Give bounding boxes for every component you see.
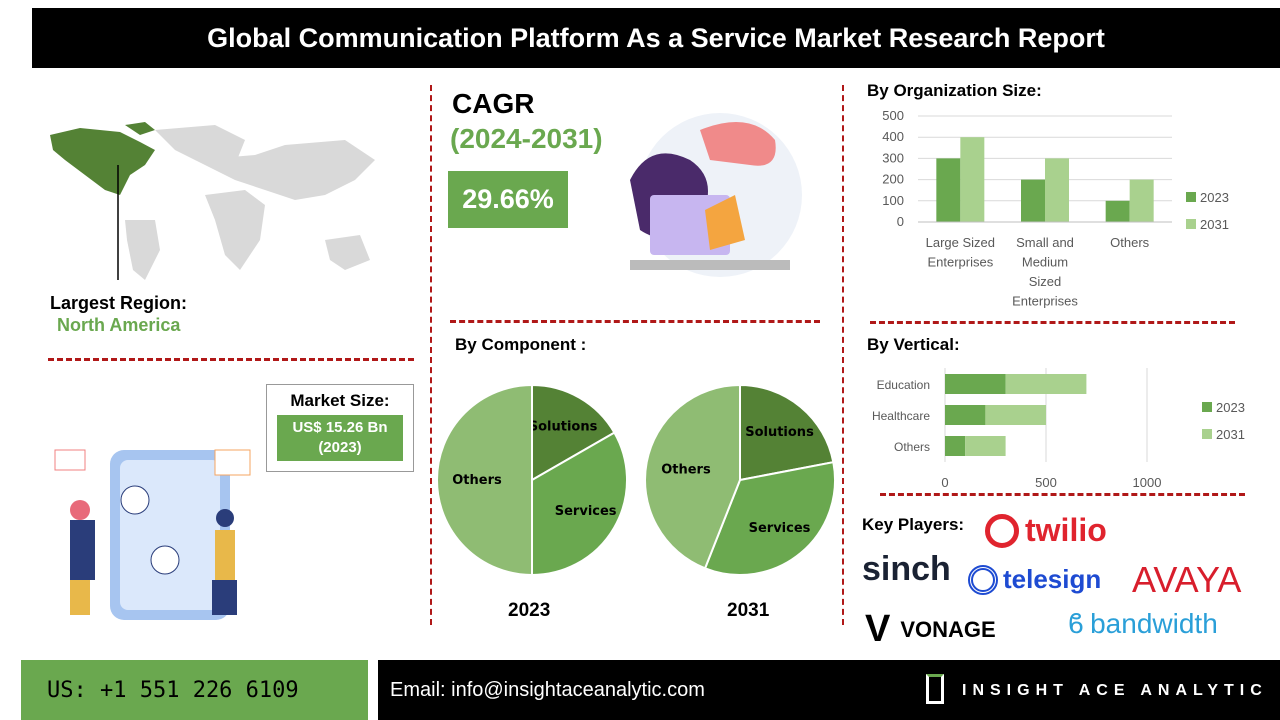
world-map bbox=[50, 122, 375, 280]
legend-label: 2031 bbox=[1216, 427, 1245, 442]
twilio-logo: twilio bbox=[985, 512, 1107, 549]
bar-2023 bbox=[936, 158, 961, 222]
x-tick-label: Medium bbox=[1022, 255, 1068, 270]
org-size-title: By Organization Size: bbox=[867, 81, 1042, 100]
y-tick-label: 500 bbox=[882, 108, 904, 123]
pie-2023-label: 2023 bbox=[508, 600, 551, 621]
cagr-period: (2024-2031) bbox=[450, 123, 603, 154]
report-title: Global Communication Platform As a Servi… bbox=[32, 8, 1280, 68]
pie-label: Solutions bbox=[745, 425, 814, 440]
x-tick-label: Enterprises bbox=[927, 255, 993, 270]
legend-swatch bbox=[1202, 429, 1212, 439]
communication-illustration bbox=[54, 449, 251, 620]
x-tick-label: Others bbox=[1110, 235, 1150, 250]
divider bbox=[450, 320, 820, 323]
y-tick-label: 0 bbox=[897, 214, 904, 229]
vertical-title: By Vertical: bbox=[867, 335, 960, 354]
bar-2031 bbox=[1005, 374, 1087, 394]
divider bbox=[430, 85, 432, 625]
bar-2023 bbox=[945, 405, 986, 425]
pie-2031-label: 2031 bbox=[727, 600, 770, 621]
divider bbox=[880, 493, 1245, 496]
divider bbox=[842, 85, 844, 625]
bar-2023 bbox=[945, 374, 1006, 394]
x-tick-label: 500 bbox=[1035, 475, 1057, 490]
pie-slice-solutions bbox=[739, 383, 835, 482]
x-tick-label: Enterprises bbox=[1012, 294, 1078, 309]
y-tick-label: 100 bbox=[882, 193, 904, 208]
bar-2031 bbox=[960, 137, 985, 222]
bar-2023 bbox=[1021, 179, 1045, 222]
bandwidth-logo: ϐ bandwidth bbox=[1068, 608, 1218, 640]
pie-label: Others bbox=[661, 463, 711, 478]
pie-slice-others bbox=[644, 383, 741, 570]
bar-2031 bbox=[1045, 158, 1069, 222]
pie-label: Services bbox=[555, 504, 617, 519]
component-pie-charts: Solutions Services Others Solutions Services… bbox=[436, 383, 836, 577]
sinch-logo: sinch bbox=[862, 550, 951, 588]
email-contact[interactable]: Email: info@insightaceanalytic.com bbox=[390, 679, 705, 701]
divider bbox=[48, 358, 414, 361]
market-size-value: US$ 15.26 Bn bbox=[292, 419, 388, 436]
bar-2023 bbox=[1105, 200, 1130, 222]
market-size-year: (2023) bbox=[318, 439, 362, 456]
cagr-value: 29.66% bbox=[448, 171, 568, 228]
x-tick-label: Small and bbox=[1016, 235, 1074, 250]
bar-2031 bbox=[1129, 179, 1154, 222]
largest-region-label: Largest Region: bbox=[50, 293, 188, 313]
twilio-text: twilio bbox=[1025, 512, 1107, 548]
pie-label: Others bbox=[452, 473, 502, 488]
pie-label: Services bbox=[749, 521, 811, 536]
market-size-label: Market Size: bbox=[290, 391, 390, 410]
y-tick-label: 300 bbox=[882, 150, 904, 165]
component-title: By Component : bbox=[455, 335, 587, 354]
legend-label: 2023 bbox=[1216, 400, 1245, 415]
avaya-logo: AVAYA bbox=[1132, 559, 1242, 600]
legend-swatch bbox=[1202, 402, 1212, 412]
divider bbox=[870, 321, 1235, 324]
pie-slice-services bbox=[531, 431, 628, 577]
x-tick-label: 0 bbox=[941, 475, 948, 490]
key-players-label: Key Players: bbox=[862, 515, 965, 534]
y-tick-label: 400 bbox=[882, 129, 904, 144]
x-tick-label: Sized bbox=[1029, 274, 1062, 289]
vertical-bar-chart: 0 500 1000 Education Healthcare Others 2023 203… bbox=[872, 368, 1245, 490]
bandwidth-text: bandwidth bbox=[1090, 608, 1218, 639]
market-size-value-box: US$ 15.26 Bn (2023) bbox=[277, 415, 403, 461]
legend-label: 2031 bbox=[1200, 217, 1229, 232]
legend-swatch bbox=[1186, 219, 1196, 229]
legend-swatch bbox=[1186, 192, 1196, 202]
bar-2031 bbox=[965, 436, 1006, 456]
x-tick-label: 1000 bbox=[1133, 475, 1162, 490]
pie-slice-solutions bbox=[531, 383, 616, 482]
vonage-icon: V bbox=[865, 608, 891, 650]
brand-name: INSIGHT ACE ANALYTIC bbox=[962, 682, 1268, 699]
vonage-logo: V VONAGE bbox=[865, 608, 996, 651]
pie-slice-services bbox=[703, 461, 836, 576]
y-tick-label: Healthcare bbox=[872, 409, 930, 423]
vonage-text: VONAGE bbox=[900, 616, 996, 642]
pie-label: Solutions bbox=[529, 419, 598, 434]
bar-2023 bbox=[945, 436, 966, 456]
x-tick-label: Large Sized bbox=[926, 235, 995, 250]
telesign-icon bbox=[968, 564, 998, 595]
footer-bar: Email: info@insightaceanalytic.com INSIG… bbox=[378, 660, 1280, 720]
bandwidth-icon: ϐ bbox=[1068, 608, 1085, 639]
phone-contact: US: +1 551 226 6109 bbox=[21, 660, 368, 720]
y-tick-label: 200 bbox=[882, 172, 904, 187]
legend-label: 2023 bbox=[1200, 190, 1229, 205]
telesign-text: telesign bbox=[1003, 564, 1102, 594]
bar-2031 bbox=[985, 405, 1046, 425]
brand-logo-icon bbox=[926, 674, 944, 704]
org-size-bar-chart: 0 100 200 300 400 500 Large Sized Enterprises Sm… bbox=[882, 108, 1229, 309]
twilio-icon bbox=[985, 513, 1019, 548]
largest-region-value: North America bbox=[57, 315, 181, 335]
y-tick-label: Others bbox=[894, 440, 930, 454]
pie-slice-others bbox=[436, 383, 533, 577]
y-tick-label: Education bbox=[877, 378, 930, 392]
telesign-logo: telesign bbox=[968, 564, 1101, 595]
cagr-label: CAGR bbox=[452, 88, 535, 119]
market-size-card: Market Size: US$ 15.26 Bn (2023) bbox=[266, 384, 414, 472]
cagr-illustration bbox=[630, 113, 802, 277]
